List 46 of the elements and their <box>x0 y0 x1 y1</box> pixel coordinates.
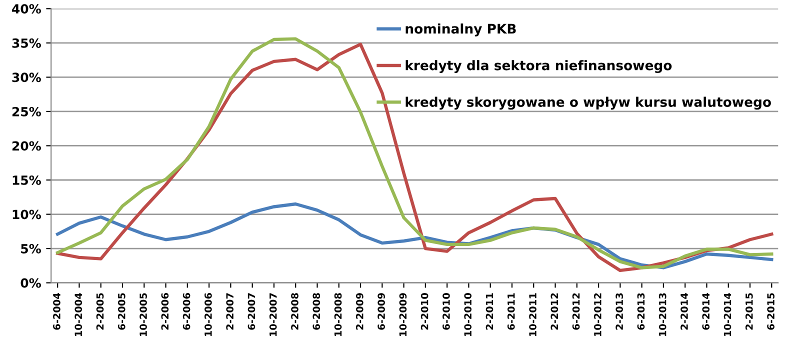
x-tick-label: 10-2008 <box>334 293 342 336</box>
x-tick-label: 2-2012 <box>550 293 558 330</box>
y-tick-label: 15% <box>12 175 41 185</box>
legend-label: nominalny PKB <box>406 23 516 36</box>
y-tick-label: 25% <box>12 106 41 116</box>
x-tick-label: 10-2004 <box>74 292 82 336</box>
x-tick-label: 6-2010 <box>442 292 450 330</box>
x-tick-label: 6-2014 <box>702 292 710 330</box>
x-tick-label: 10-2005 <box>140 293 147 336</box>
x-tick-label: 6-2011 <box>507 293 515 330</box>
x-tick-label: 2-2007 <box>226 293 234 330</box>
x-tick-label: 6-2007 <box>248 293 256 330</box>
legend-label: kredyty skorygowane o wpływ kursu walutowego <box>406 96 771 110</box>
x-tick-label: 10-2009 <box>399 293 407 336</box>
y-tick-label: 0% <box>20 278 41 288</box>
x-tick-label: 6-2013 <box>637 293 645 330</box>
x-tick-label: 10-2006 <box>204 293 212 336</box>
x-tick-label: 10-2010 <box>464 292 472 336</box>
y-tick-label: 10% <box>12 210 41 220</box>
x-tick-label: 6-2009 <box>378 293 385 330</box>
x-tick-label: 6-2006 <box>182 293 190 330</box>
y-tick-label: 5% <box>21 244 41 254</box>
x-tick-label: 6-2012 <box>572 293 580 330</box>
x-tick-label: 2-2005 <box>96 293 104 330</box>
x-tick-label: 10-2011 <box>529 293 536 336</box>
x-tick-label: 2-2013 <box>616 293 623 330</box>
x-tick-label: 2-2009 <box>356 293 364 330</box>
x-tick-label: 2-2008 <box>291 293 298 330</box>
x-tick-label: 2-2010 <box>420 292 428 330</box>
x-tick-label: 10-2014 <box>724 292 732 336</box>
x-tick-label: 6-2008 <box>312 293 320 330</box>
x-tick-label: 10-2007 <box>269 293 277 336</box>
y-tick-label: 20% <box>12 141 41 151</box>
x-tick-label: 10-2013 <box>658 293 666 336</box>
y-tick-label: 30% <box>12 72 41 82</box>
x-tick-label: 6-2015 <box>767 293 774 330</box>
x-tick-label: 2-2014 <box>680 292 688 330</box>
x-tick-label: 6-2004 <box>53 292 60 330</box>
x-tick-label: 2-2011 <box>486 293 494 330</box>
y-tick-label: 40% <box>12 4 41 14</box>
legend-label: kredyty dla sektora niefinansowego <box>406 60 672 73</box>
x-tick-label: 2-2015 <box>745 293 753 330</box>
x-tick-label: 10-2012 <box>594 293 602 336</box>
x-tick-label: 2-2006 <box>161 293 169 330</box>
y-tick-label: 35% <box>12 38 41 48</box>
x-tick-label: 6-2005 <box>118 293 126 330</box>
